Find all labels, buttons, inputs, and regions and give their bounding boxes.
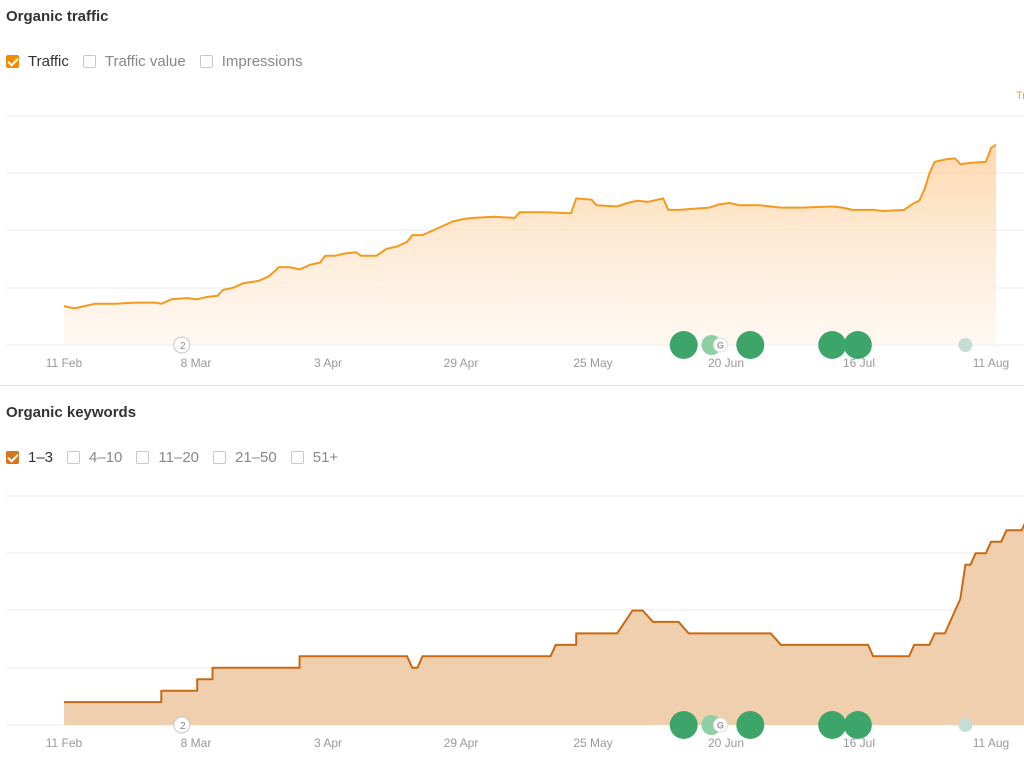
keywords-section-title: Organic keywords [6,404,137,421]
checkbox-empty-icon[interactable] [82,55,96,68]
checkbox-checked-icon[interactable] [6,55,19,68]
traffic-checkbox-2[interactable]: Traffic value [82,53,186,70]
keywords-position-checkboxes: 1–3 4–10 11–20 21–50 51+ [6,449,352,466]
traffic-x-tick-label: 20 Jun [708,356,744,370]
keywords-x-tick-label: 11 Aug [973,736,1009,750]
traffic-legend-label-truncated: Tr [1016,90,1024,102]
faint-event-marker[interactable] [958,338,973,352]
traffic-series-line[interactable] [63,143,997,310]
traffic-x-tick-label: 11 Feb [46,356,83,370]
keywords-checkbox-label: 21–50 [235,449,277,466]
keywords-series-area [64,525,1024,725]
keywords-checkbox-1[interactable]: 1–3 [6,449,53,466]
google-update-light-marker[interactable]: G [701,715,728,735]
keywords-checkbox-4[interactable]: 21–50 [213,449,277,466]
keywords-x-tick-label: 29 Apr [444,736,479,750]
keywords-checkbox-label: 11–20 [158,449,200,466]
keywords-checkbox-3[interactable]: 11–20 [136,449,199,466]
traffic-x-tick-label: 29 Apr [444,356,479,370]
traffic-checkbox-label: Traffic value [104,53,186,70]
keywords-x-tick-label: 25 May [573,736,612,750]
google-g-icon: G [717,341,724,351]
google-update-marker[interactable] [736,331,765,359]
keywords-chart: 2 G 11 Feb 8 Mar 3 Apr 29 Apr 25 May 20 Jun 16 J… [6,495,1024,750]
google-update-marker[interactable] [843,331,872,359]
traffic-x-tick-label: 25 May [573,356,612,370]
annotation-count: 2 [180,341,186,352]
traffic-metric-checkboxes: Traffic Traffic value Impressions [6,53,317,70]
keywords-checkbox-label: 1–3 [28,449,54,466]
keywords-x-tick-label: 3 Apr [314,736,342,750]
google-update-marker[interactable] [736,711,765,739]
annotation-count: 2 [180,721,186,732]
traffic-x-tick-label: 16 Jul [843,356,875,370]
google-update-marker[interactable] [669,711,698,739]
keywords-checkbox-label: 4–10 [89,449,123,466]
annotation-marker-icon[interactable]: 2 [173,716,191,734]
google-update-marker[interactable] [818,711,847,739]
keywords-checkbox-label: 51+ [312,449,339,466]
keywords-checkbox-5[interactable]: 51+ [290,449,339,466]
traffic-chart: 2 G 11 Feb 8 Mar 3 Apr 29 Apr 25 May 20 Jun 16 J… [6,115,1024,370]
traffic-checkbox-1[interactable]: Traffic [6,53,69,70]
checkbox-empty-icon[interactable] [136,451,150,464]
google-update-marker[interactable] [669,331,698,359]
faint-event-marker[interactable] [958,718,973,732]
keywords-x-tick-label: 20 Jun [708,736,744,750]
keywords-x-tick-label: 8 Mar [181,736,212,750]
traffic-checkbox-label: Traffic [28,53,69,70]
traffic-x-tick-label: 11 Aug [973,356,1009,370]
google-update-light-marker[interactable]: G [701,335,728,355]
traffic-checkbox-3[interactable]: Impressions [199,53,303,70]
checkbox-empty-icon[interactable] [199,55,213,68]
google-update-marker[interactable] [818,331,847,359]
keywords-series-line[interactable] [64,519,1024,704]
checkbox-empty-icon[interactable] [213,451,227,464]
section-divider [0,385,1024,386]
keywords-x-tick-label: 11 Feb [46,736,83,750]
google-g-icon: G [717,721,724,731]
traffic-x-tick-label: 3 Apr [314,356,342,370]
keywords-checkbox-2[interactable]: 4–10 [67,449,122,466]
traffic-checkbox-label: Impressions [221,53,303,70]
google-update-marker[interactable] [843,711,872,739]
checkbox-empty-icon[interactable] [290,451,304,464]
traffic-series-area [64,144,997,345]
traffic-x-tick-label: 8 Mar [181,356,212,370]
checkbox-checked-icon[interactable] [6,451,19,464]
traffic-section-title: Organic traffic [6,8,109,25]
annotation-marker-icon[interactable]: 2 [173,336,191,354]
checkbox-empty-icon[interactable] [67,451,81,464]
keywords-x-tick-label: 16 Jul [843,736,875,750]
